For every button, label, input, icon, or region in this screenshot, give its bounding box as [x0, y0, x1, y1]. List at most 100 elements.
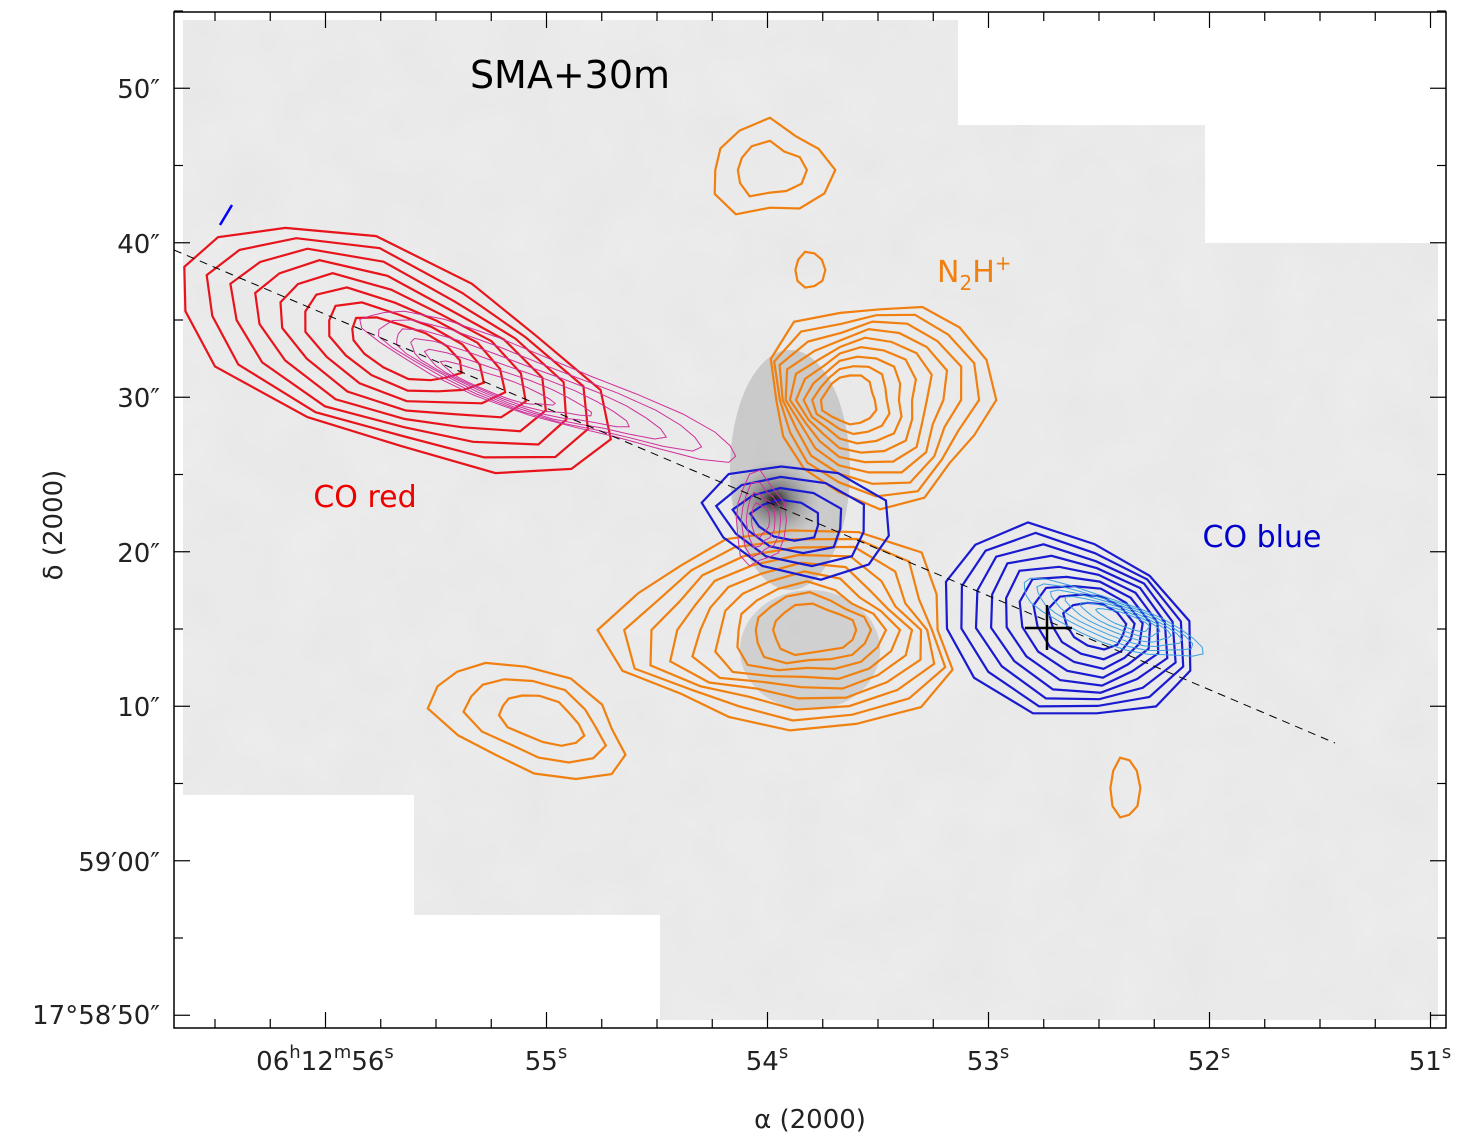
contour: [1049, 589, 1183, 648]
contour: [802, 355, 903, 445]
contour: [668, 553, 923, 700]
contour: [750, 502, 771, 538]
label-n2h: N2H+: [937, 251, 1012, 295]
x-tick-label-part: 12: [301, 1047, 334, 1077]
label-co-blue: CO blue: [1203, 520, 1322, 555]
contour: [713, 116, 837, 216]
contour: [497, 694, 586, 747]
x-tick-labels: 06h12m56s 55s 54s 53s 52s 51s: [256, 1042, 1451, 1077]
contour: [426, 661, 627, 781]
contour: [714, 570, 902, 681]
y-tick-label: 59′00″: [78, 848, 160, 878]
contour: [819, 374, 878, 426]
contour: [1079, 602, 1161, 638]
x-tick-label: 53s: [967, 1042, 1009, 1077]
x-tick-label-part: 54: [746, 1047, 779, 1077]
contour: [279, 272, 527, 419]
contour: [735, 469, 788, 567]
y-tick-label: 30″: [117, 384, 160, 414]
contour: [396, 328, 668, 440]
contour: [410, 337, 630, 428]
contour: [794, 345, 918, 454]
x-tick-label-part: s: [1442, 1042, 1451, 1063]
contour: [439, 360, 556, 406]
contour: [229, 247, 568, 446]
x-tick-label: 51s: [1409, 1042, 1451, 1077]
x-tick-label-part: 56: [351, 1047, 384, 1077]
contour: [731, 486, 843, 555]
contour: [974, 543, 1177, 701]
contour: [778, 320, 963, 485]
contour: [771, 602, 858, 657]
contour: [359, 310, 737, 463]
x-tick-label: 06h12m56s: [256, 1042, 394, 1077]
contour: [205, 237, 590, 459]
x-tick-label-part: 53: [967, 1047, 1000, 1077]
contour: [740, 481, 782, 558]
contour: [745, 492, 776, 548]
contour: [1094, 607, 1150, 633]
outflow-axis: [173, 249, 1336, 744]
y-tick-label: 50″: [117, 75, 160, 105]
y-tick-label: 17°58′50″: [32, 1001, 160, 1031]
contour: [769, 305, 998, 511]
contour: [1018, 575, 1152, 679]
contour: [691, 561, 914, 690]
contour: [794, 250, 827, 289]
source-cross: [1025, 605, 1072, 650]
contour: [754, 591, 873, 665]
contour: [1023, 577, 1204, 657]
frame: [173, 11, 1447, 1029]
contour: [810, 365, 891, 436]
contour: [944, 521, 1192, 715]
contour: [1061, 601, 1128, 651]
x-tick-label-part: 52: [1188, 1047, 1221, 1077]
contour: [1109, 756, 1142, 819]
x-tick-label-part: h: [289, 1042, 300, 1063]
contour: [773, 313, 981, 498]
contour: [736, 139, 809, 198]
x-tick-label-part: 06: [256, 1047, 289, 1077]
contour: [622, 537, 947, 722]
label-co-red: CO red: [313, 480, 416, 515]
contour: [960, 531, 1185, 708]
contour: [596, 529, 954, 732]
contour: [784, 327, 949, 474]
y-tick-label: 40″: [117, 230, 160, 260]
x-tick-label-part: 51: [1409, 1047, 1442, 1077]
contour: [377, 319, 703, 452]
x-tick-label-part: s: [558, 1042, 567, 1063]
ticks: [174, 10, 1446, 1028]
contours: [183, 116, 1204, 819]
x-tick-label-part: s: [1000, 1042, 1009, 1063]
contour: [254, 259, 547, 433]
contour: [1064, 595, 1172, 643]
contour: [748, 498, 820, 542]
x-tick-label: 52s: [1188, 1042, 1230, 1077]
x-tick-label-part: s: [779, 1042, 788, 1063]
contour: [1032, 584, 1144, 670]
title: SMA+30m: [470, 53, 670, 97]
contour: [788, 336, 933, 464]
y-tick-label: 20″: [117, 539, 160, 569]
x-tick-label-part: 55: [525, 1047, 558, 1077]
contour: [1004, 565, 1160, 687]
x-tick-label: 54s: [746, 1042, 788, 1077]
x-tick-label-part: m: [334, 1042, 352, 1063]
y-tick-label: 10″: [117, 693, 160, 723]
x-tick-label-part: s: [384, 1042, 393, 1063]
x-tick-label: 55s: [525, 1042, 567, 1077]
contour: [1036, 583, 1194, 652]
contour: [736, 580, 888, 672]
contour: [423, 348, 593, 417]
contour: [351, 316, 463, 382]
y-axis-label: δ (2000): [39, 470, 69, 581]
contour: [989, 554, 1169, 694]
contour: [700, 465, 890, 581]
contour: [649, 545, 936, 711]
x-axis-label: α (2000): [754, 1105, 866, 1135]
contour: [304, 286, 507, 405]
contour: [183, 226, 613, 475]
y-tick-labels: 50″ 40″ 30″ 20″ 10″ 59′00″ 17°58′50″: [32, 75, 160, 1031]
